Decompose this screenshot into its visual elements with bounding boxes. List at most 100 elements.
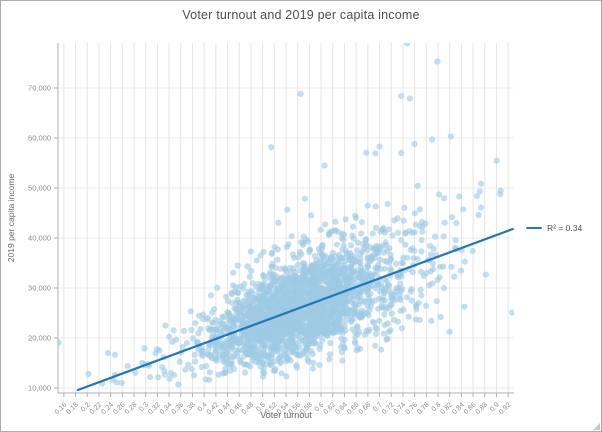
data-point	[279, 273, 287, 281]
data-point	[456, 193, 463, 200]
data-point	[364, 202, 371, 209]
data-point	[207, 292, 215, 299]
data-point	[401, 204, 408, 211]
x-tick-label: 0.78	[416, 401, 431, 416]
data-point	[199, 316, 206, 323]
data-point	[309, 351, 316, 358]
data-point	[352, 333, 359, 341]
data-point	[394, 229, 402, 236]
data-point	[327, 339, 334, 347]
data-point	[367, 290, 374, 297]
data-point	[300, 233, 307, 240]
data-point	[249, 294, 256, 301]
data-point	[237, 338, 245, 346]
data-point	[317, 255, 324, 263]
data-point	[497, 187, 504, 194]
data-point	[303, 331, 310, 338]
data-point	[338, 335, 345, 342]
data-point	[227, 333, 234, 341]
data-point	[349, 232, 356, 239]
data-point	[327, 328, 335, 335]
data-point	[243, 291, 250, 299]
x-tick-label: 0.36	[171, 401, 186, 416]
data-point	[406, 95, 414, 102]
data-point	[284, 318, 292, 326]
trendline-legend-label: R² = 0.34	[547, 223, 583, 233]
data-point	[321, 262, 328, 270]
data-point	[388, 310, 395, 317]
data-point	[170, 327, 177, 334]
data-point	[446, 328, 453, 335]
data-point	[418, 292, 425, 299]
data-point	[260, 326, 267, 333]
data-point	[273, 321, 281, 328]
data-point	[493, 157, 500, 164]
data-point	[469, 247, 476, 255]
data-point	[398, 325, 406, 332]
data-point	[241, 310, 248, 317]
data-point	[216, 352, 223, 359]
data-point	[394, 215, 401, 222]
x-tick-label: 0.6	[314, 401, 326, 413]
data-point	[202, 376, 209, 383]
data-point	[372, 342, 379, 349]
data-point	[435, 191, 443, 198]
data-point	[372, 330, 380, 338]
data-point	[358, 219, 366, 226]
data-point	[240, 297, 247, 304]
data-point	[354, 239, 361, 246]
data-point	[307, 212, 315, 219]
data-point	[509, 309, 514, 316]
trendline-legend[interactable]: R² = 0.34	[526, 223, 582, 233]
data-point	[341, 231, 348, 238]
data-point	[440, 284, 448, 292]
data-point	[429, 136, 436, 143]
y-tick-label: 70,000	[28, 84, 51, 93]
data-point	[301, 287, 309, 294]
data-point	[249, 357, 256, 364]
data-point	[430, 245, 437, 252]
data-point	[274, 256, 281, 263]
x-tick-label: 0.8	[431, 401, 443, 413]
data-point	[297, 90, 304, 98]
data-point	[339, 329, 347, 336]
data-point	[429, 280, 436, 287]
resize-handle-icon[interactable]	[593, 423, 600, 430]
data-point	[339, 357, 346, 364]
data-point	[348, 269, 356, 276]
data-point	[294, 261, 301, 268]
data-point	[257, 309, 265, 316]
data-point	[461, 303, 468, 310]
data-point	[405, 313, 412, 320]
data-point	[310, 305, 317, 312]
scatter-points	[58, 43, 514, 388]
data-point	[427, 251, 435, 258]
data-point	[460, 206, 467, 213]
x-tick-label: 0.82	[440, 401, 455, 416]
data-point	[234, 262, 241, 269]
data-point	[162, 322, 169, 329]
data-point	[451, 273, 458, 280]
data-point	[318, 321, 325, 328]
data-point	[343, 270, 351, 278]
data-point	[448, 263, 455, 271]
data-point	[204, 314, 211, 322]
data-point	[319, 242, 326, 250]
data-point	[408, 297, 415, 304]
data-point	[353, 323, 361, 330]
data-point	[247, 248, 254, 255]
data-point	[244, 263, 251, 270]
data-point	[212, 346, 220, 353]
data-point	[293, 286, 300, 294]
x-tick-label: 0.9	[489, 401, 501, 413]
data-point	[328, 285, 335, 293]
data-point	[400, 217, 407, 224]
data-point	[399, 260, 407, 267]
data-point	[357, 230, 365, 237]
x-axis-title: Voter turnout	[260, 410, 312, 420]
data-point	[349, 316, 356, 323]
data-point	[223, 354, 230, 361]
data-point	[277, 286, 284, 293]
data-point	[132, 369, 139, 376]
